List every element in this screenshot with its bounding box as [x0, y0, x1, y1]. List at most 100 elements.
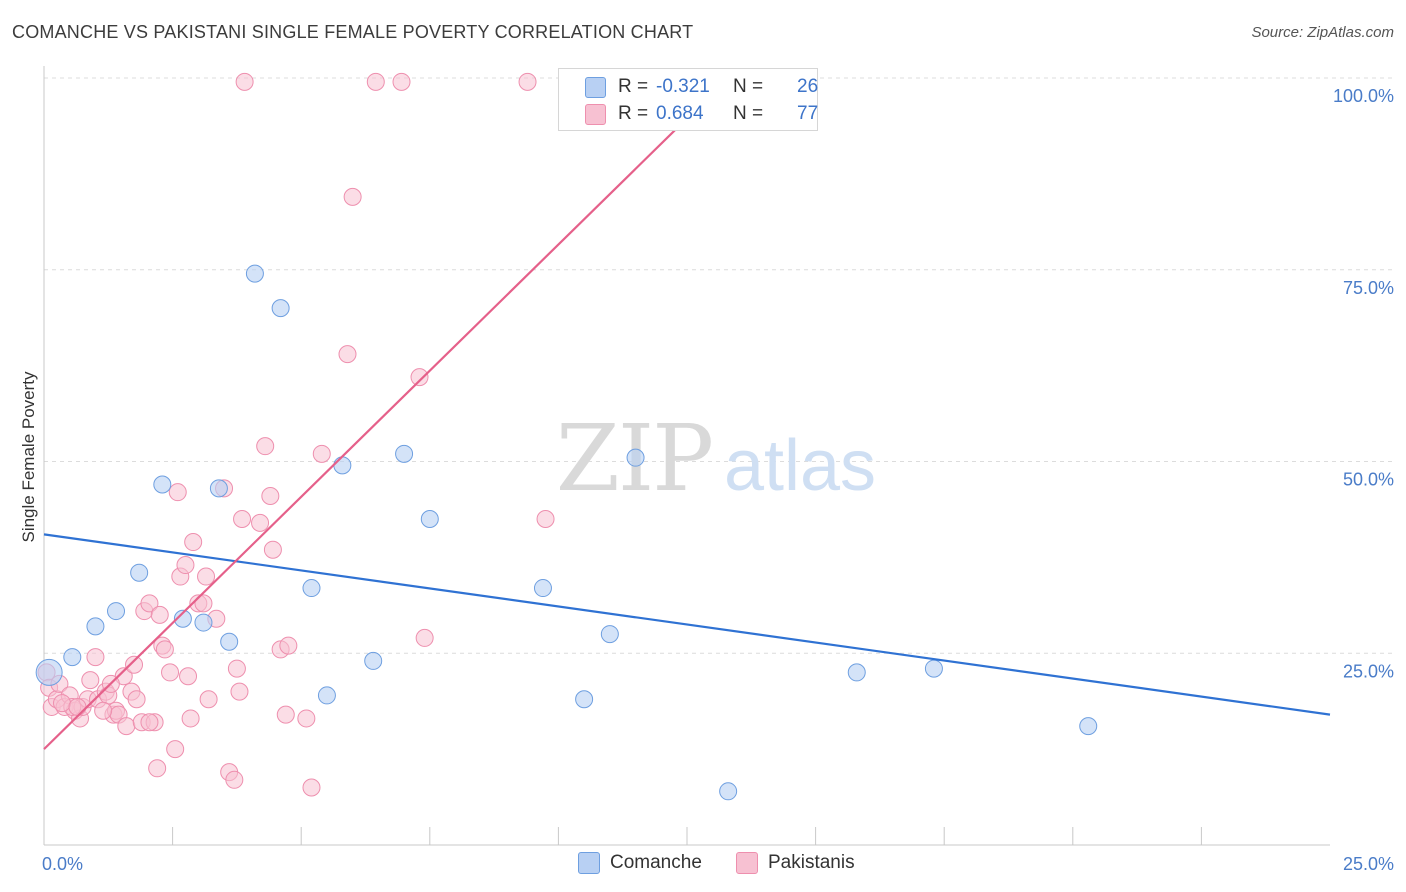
- pakistanis-point: [415, 628, 434, 647]
- pakistanis-trend-line: [43, 77, 729, 750]
- pakistanis-point: [518, 72, 537, 91]
- comanche-point: [924, 659, 943, 678]
- legend-n-label: N =: [733, 103, 764, 124]
- y-tick-label: 100.0%: [1333, 86, 1394, 106]
- pakistanis-point: [343, 187, 362, 206]
- comanche-point: [420, 510, 439, 529]
- legend-n-label: N =: [733, 76, 764, 97]
- pakistanis-point: [392, 72, 411, 91]
- comanche-point: [395, 444, 414, 463]
- pakistanis-point: [86, 648, 105, 667]
- pakistanis-point: [233, 510, 252, 529]
- comanche-point: [209, 479, 228, 498]
- pakistanis-point: [161, 663, 180, 682]
- chart-title: COMANCHE VS PAKISTANI SINGLE FEMALE POVE…: [12, 22, 694, 42]
- watermark-atlas: atlas: [724, 426, 876, 506]
- pakistanis-point: [184, 533, 203, 552]
- pakistanis-point: [127, 690, 146, 709]
- comanche-point: [194, 613, 213, 632]
- pakistanis-point: [536, 510, 555, 529]
- pakistanis-point: [227, 659, 246, 678]
- pakistanis-point: [68, 697, 87, 716]
- pakistanis-point: [410, 368, 429, 387]
- comanche-trend-line: [43, 533, 1331, 716]
- pakistanis-point: [81, 671, 100, 690]
- comanche-point: [63, 648, 82, 667]
- correlation-legend: R = -0.321 N = 26 R = 0.684 N = 77: [558, 68, 818, 131]
- pakistanis-point: [176, 556, 195, 575]
- pakistanis-point: [338, 345, 357, 364]
- comanche-point: [719, 782, 738, 801]
- x-tick-label: 25.0%: [1343, 854, 1394, 874]
- pakistanis-point: [263, 540, 282, 559]
- pakistanis-point: [297, 709, 316, 728]
- pakistanis-point: [197, 567, 216, 586]
- trend-lines: [43, 77, 1331, 750]
- comanche-point: [533, 579, 552, 598]
- pakistanis-point: [166, 740, 185, 759]
- pakistanis-point: [251, 513, 270, 532]
- comanche-swatch: [585, 76, 606, 98]
- legend-item-label: Pakistanis: [768, 852, 855, 873]
- comanche-point: [317, 686, 336, 705]
- y-tick-label: 75.0%: [1343, 278, 1394, 298]
- comanche-point: [86, 617, 105, 636]
- legend-r-label: R =: [618, 103, 649, 124]
- pakistanis-point: [179, 667, 198, 686]
- pakistanis-point: [279, 636, 298, 655]
- comanche-point: [153, 475, 172, 494]
- comanche-points: [35, 264, 1098, 801]
- pakistanis-point: [150, 605, 169, 624]
- pakistanis-point: [140, 594, 159, 613]
- legend-n-value: 26: [797, 76, 819, 97]
- pakistanis-point: [366, 72, 385, 91]
- pakistanis-point: [125, 655, 144, 674]
- comanche-point: [302, 579, 321, 598]
- pakistanis-point: [94, 701, 113, 720]
- legend-r-value: 0.684: [656, 103, 704, 124]
- comanche-point: [600, 625, 619, 644]
- comanche-point: [220, 632, 239, 651]
- pakistanis-point: [148, 759, 167, 778]
- y-axis-label: Single Female Poverty: [19, 371, 38, 543]
- comanche-point: [130, 563, 149, 582]
- pakistanis-point: [194, 594, 213, 613]
- legend-item-comanche[interactable]: Comanche: [578, 852, 702, 874]
- pakistanis-point: [256, 437, 275, 456]
- pakistanis-point: [261, 487, 280, 506]
- legend-n-value: 77: [797, 103, 819, 124]
- comanche-point: [173, 609, 192, 628]
- x-tick-label: 0.0%: [42, 854, 83, 874]
- legend-r-label: R =: [618, 76, 649, 97]
- pakistanis-point: [230, 682, 249, 701]
- y-tick-label: 25.0%: [1343, 661, 1394, 681]
- pakistanis-swatch: [585, 103, 606, 125]
- pakistanis-point: [181, 709, 200, 728]
- pakistanis-point: [312, 444, 331, 463]
- pakistanis-point: [225, 770, 244, 789]
- pakistanis-point: [53, 694, 72, 713]
- pakistanis-point: [199, 690, 218, 709]
- pakistanis-points: [37, 72, 671, 797]
- comanche-point: [107, 602, 126, 621]
- comanche-point: [35, 658, 63, 686]
- watermark: ZIP atlas: [556, 405, 876, 512]
- pakistanis-point: [276, 705, 295, 724]
- y-tick-labels: 25.0% 50.0% 75.0% 100.0%: [1333, 86, 1394, 681]
- source-label: Source: ZipAtlas.com: [1251, 24, 1394, 41]
- pakistanis-point: [117, 717, 136, 736]
- grid-lines: [44, 77, 1394, 654]
- legend-item-pakistanis[interactable]: Pakistanis: [736, 852, 855, 874]
- pakistanis-swatch: [736, 852, 758, 874]
- comanche-point: [271, 299, 290, 318]
- comanche-point: [847, 663, 866, 682]
- pakistanis-point: [235, 72, 254, 91]
- pakistanis-point: [302, 778, 321, 797]
- pakistanis-point: [155, 640, 174, 659]
- comanche-point: [575, 690, 594, 709]
- x-tick-labels: 0.0% 25.0%: [42, 854, 1394, 874]
- comanche-point: [245, 264, 264, 283]
- pakistanis-point: [140, 713, 159, 732]
- legend-item-label: Comanche: [610, 852, 702, 873]
